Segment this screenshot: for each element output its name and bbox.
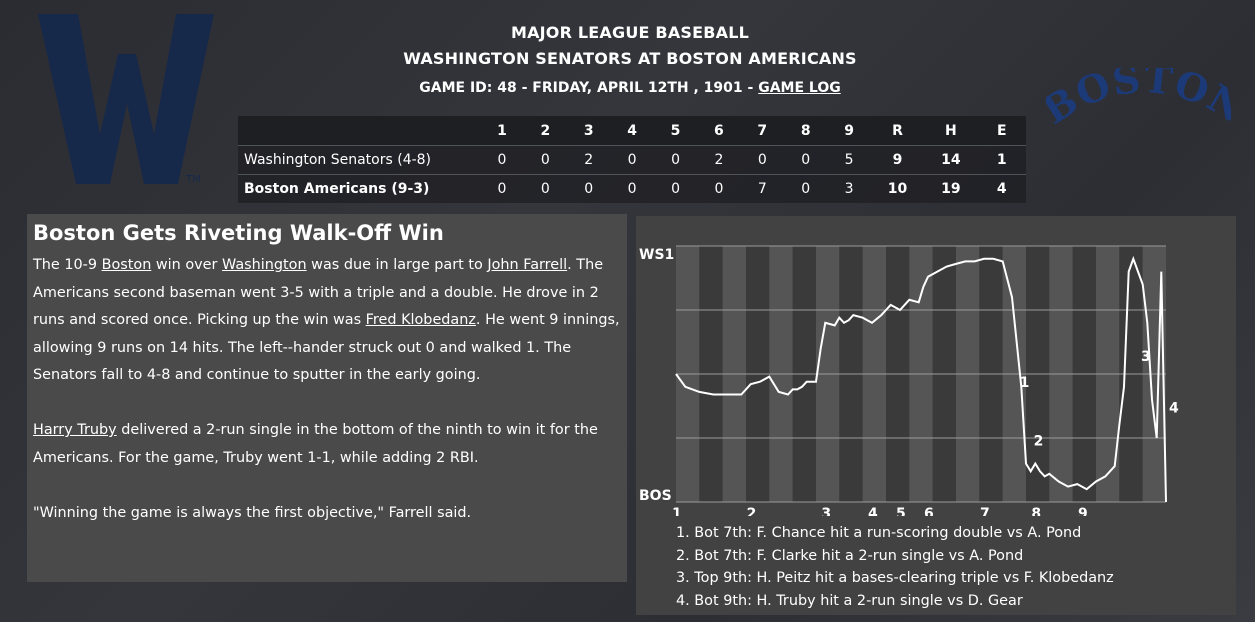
boston-americans-logo: BOSTON: [1046, 68, 1231, 133]
table-row: Boston Americans (9-3) 0 0 0 0 0 0 7 0 3…: [238, 174, 1026, 203]
runs-total: 9: [870, 145, 925, 175]
league-title: MAJOR LEAGUE BASEBALL: [510, 23, 750, 42]
legend-item: 2. Bot 7th: F. Clarke hit a 2-run single…: [676, 547, 1024, 564]
win-probability-line: [675, 255, 1167, 503]
x-tick-label: 2: [747, 506, 757, 516]
x-tick-label: 7: [980, 506, 990, 516]
story-paragraph-2: Harry Truby delivered a 2-run single in …: [33, 422, 598, 466]
story-paragraph-1: The 10-9 Boston win over Washington was …: [33, 257, 620, 383]
team-link-boston[interactable]: Boston: [101, 257, 152, 273]
x-tick-label: 1: [672, 506, 682, 516]
x-tick-label: 8: [1031, 506, 1041, 516]
box-score-header-row: 1 2 3 4 5 6 7 8 9 R H E: [238, 116, 1026, 146]
chart-bottom-label: BOS: [639, 488, 672, 504]
legend-item: 3. Top 9th: H. Peitz hit a bases-clearin…: [676, 570, 1114, 586]
player-link-harry-truby[interactable]: Harry Truby: [33, 422, 117, 438]
errors-total: 1: [977, 145, 1026, 175]
player-link-john-farrell[interactable]: John Farrell: [487, 257, 568, 273]
chart-marker-label: 1: [1020, 375, 1030, 391]
chart-marker-label: 4: [1169, 400, 1179, 416]
chart-marker-label: 3: [1141, 349, 1151, 365]
game-header: MAJOR LEAGUE BASEBALL WASHINGTON SENATOR…: [300, 20, 960, 98]
x-tick-label: 3: [821, 506, 831, 516]
runs-total: 10: [870, 174, 925, 203]
x-tick-label: 4: [868, 506, 878, 516]
key-plays-legend: 1. Bot 7th: F. Chance hit a run-scoring …: [676, 522, 1114, 612]
team-name-away[interactable]: Washington Senators (4-8): [238, 145, 481, 175]
svg-text:TM: TM: [185, 174, 201, 184]
story-paragraph-3: "Winning the game is always the first ob…: [33, 504, 472, 521]
player-link-fred-klobedanz[interactable]: Fred Klobedanz: [365, 312, 476, 328]
svg-text:BOSTON: BOSTON: [1046, 68, 1231, 133]
errors-total: 4: [977, 174, 1026, 203]
game-info: GAME ID: 48 - FRIDAY, APRIL 12TH , 1901 …: [419, 80, 841, 96]
story-headline: Boston Gets Riveting Walk-Off Win: [33, 221, 444, 245]
team-name-home[interactable]: Boston Americans (9-3): [238, 174, 481, 203]
chart-top-label: WS1: [639, 247, 674, 263]
hits-total: 19: [924, 174, 978, 203]
x-tick-label: 5: [896, 506, 906, 516]
x-tick-label: 9: [1078, 506, 1088, 516]
game-log-link[interactable]: GAME LOG: [758, 80, 841, 96]
win-probability-panel: WS1 BOS 1 2 3 4 5 6 7 8 9 1 2 3 4: [636, 216, 1236, 615]
box-score-table: 1 2 3 4 5 6 7 8 9 R H E Washington Senat…: [238, 116, 1026, 203]
chart-marker-label: 2: [1034, 434, 1044, 450]
matchup-title: WASHINGTON SENATORS AT BOSTON AMERICANS: [403, 49, 857, 68]
header-team: [238, 116, 481, 146]
legend-item: 4. Bot 9th: H. Truby hit a 2-run single …: [676, 592, 1023, 609]
team-link-washington[interactable]: Washington: [222, 257, 307, 273]
table-row: Washington Senators (4-8) 0 0 2 0 0 2 0 …: [238, 145, 1026, 175]
game-story-panel: Boston Gets Riveting Walk-Off Win The 10…: [27, 214, 627, 582]
legend-item: 1. Bot 7th: F. Chance hit a run-scoring …: [676, 525, 1082, 541]
washington-senators-logo: TM: [38, 14, 214, 184]
x-tick-label: 6: [924, 506, 934, 516]
hits-total: 14: [924, 145, 978, 175]
